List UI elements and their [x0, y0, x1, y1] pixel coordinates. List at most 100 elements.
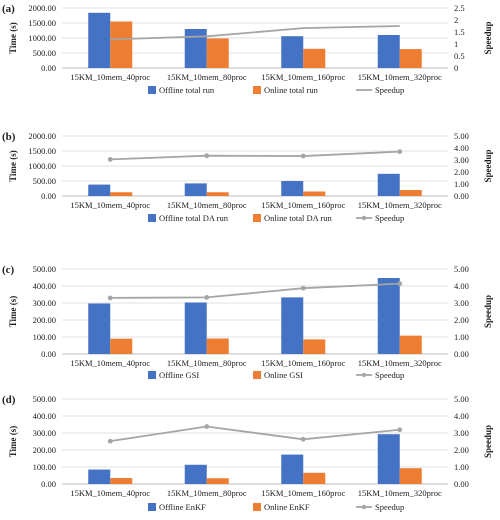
bar-offline-3: [281, 181, 304, 196]
legend-label: Speedup: [375, 85, 404, 95]
bar-online-3: [303, 472, 326, 484]
y-axis-label: Time (s): [8, 150, 18, 182]
legend-label: Online total run: [264, 85, 319, 95]
y2-axis-label: Speedup: [483, 295, 493, 328]
x-tick-label: 15KM_10mem_40proc: [70, 200, 150, 210]
y-tick-label: 2000.00: [28, 131, 56, 141]
legend-label: Offline EnKF: [159, 502, 206, 512]
x-tick-label: 15KM_10mem_40proc: [70, 488, 150, 498]
bar-offline-1: [88, 12, 111, 69]
speedup-point-2: [204, 424, 210, 429]
bar-online-3: [303, 48, 326, 68]
legend-label: Online total DA run: [264, 213, 333, 223]
x-tick-label: 15KM_10mem_40proc: [70, 72, 150, 82]
x-tick-label: 15KM_10mem_320proc: [358, 72, 442, 82]
legend-label: Offline total DA run: [159, 213, 229, 223]
y-tick-label: 0.00: [41, 191, 56, 201]
y2-axis-label: Speedup: [483, 149, 493, 182]
bar-online-1: [110, 478, 133, 484]
legend-label: Online GSI: [264, 370, 303, 380]
y2-tick-label: 2.00: [454, 445, 469, 455]
bar-offline-1: [88, 184, 111, 196]
bar-online-4: [399, 49, 422, 68]
bar-online-2: [206, 478, 229, 484]
y2-tick-label: 4.00: [454, 143, 469, 153]
y-tick-label: 400.00: [33, 281, 56, 291]
y-tick-label: 100.00: [33, 462, 56, 472]
panel-label: (c): [2, 264, 15, 276]
y2-tick-label: 5.00: [454, 264, 469, 274]
y-tick-label: 1000.00: [28, 33, 56, 43]
bar-online-2: [206, 192, 229, 196]
speedup-line: [110, 150, 400, 161]
y2-tick-label: 1.00: [454, 179, 469, 189]
x-tick-label: 15KM_10mem_160proc: [261, 488, 345, 498]
y2-tick-label: 0.00: [454, 191, 469, 201]
y-tick-label: 400.00: [33, 411, 56, 421]
x-tick-label: 15KM_10mem_320proc: [358, 358, 442, 368]
speedup-point-1: [107, 295, 113, 301]
legend-swatch: [148, 86, 156, 94]
y-axis-label: Time (s): [8, 296, 18, 328]
legend-swatch: [253, 214, 261, 222]
bar-offline-3: [281, 297, 304, 354]
y-tick-label: 0.00: [41, 349, 56, 359]
y-tick-label: 500.00: [33, 264, 56, 274]
legend-label: Online EnKF: [264, 502, 310, 512]
legend-swatch: [253, 86, 261, 94]
speedup-line: [110, 25, 400, 41]
bar-online-4: [399, 190, 422, 196]
legend-swatch: [253, 371, 261, 379]
x-tick-label: 15KM_10mem_160proc: [261, 358, 345, 368]
panel-label: (d): [2, 394, 16, 406]
y2-tick-label: 1: [454, 39, 458, 49]
speedup-point-1: [107, 438, 113, 444]
bar-offline-4: [377, 35, 400, 68]
legend-label: Speedup: [375, 502, 404, 512]
y2-tick-label: 3.00: [454, 155, 469, 165]
chart-panel-2: (b) 0.00 500.00 1000.00 1500.00 2000.00 0.00 1.…: [2, 131, 493, 223]
y-tick-label: 300.00: [33, 428, 56, 438]
legend-swatch: [148, 214, 156, 222]
y2-tick-label: 0: [454, 63, 458, 73]
y2-tick-label: 3.00: [454, 298, 469, 308]
bar-online-3: [303, 191, 326, 196]
y2-axis-label: Speedup: [483, 425, 493, 458]
y2-tick-label: 5.00: [454, 131, 469, 141]
bar-offline-2: [184, 464, 207, 484]
speedup-point-3: [300, 285, 306, 291]
y-tick-label: 300.00: [33, 298, 56, 308]
bar-offline-2: [184, 183, 207, 196]
bar-online-2: [206, 38, 229, 68]
speedup-line: [110, 282, 400, 299]
y-tick-label: 200.00: [33, 315, 56, 325]
bar-offline-4: [377, 278, 400, 354]
x-tick-label: 15KM_10mem_80proc: [167, 200, 247, 210]
y-tick-label: 500.00: [33, 176, 56, 186]
legend-marker: [361, 372, 367, 378]
speedup-point-4: [397, 149, 403, 155]
y2-tick-label: 2.5: [454, 3, 465, 13]
x-tick-label: 15KM_10mem_80proc: [167, 358, 247, 368]
legend-label: Offline total run: [159, 85, 215, 95]
y-tick-label: 0.00: [41, 479, 56, 489]
bar-offline-2: [184, 29, 207, 68]
y2-tick-label: 1.5: [454, 27, 465, 37]
y2-tick-label: 5.00: [454, 394, 469, 404]
speedup-point-3: [300, 436, 306, 442]
chart-panel-4: (d) 0.00 100.00 200.00 300.00 400.00 500.00 0.0…: [2, 394, 493, 512]
y2-axis-label: Speedup: [483, 21, 493, 54]
bar-offline-2: [184, 302, 207, 354]
bar-offline-1: [88, 303, 111, 354]
y-tick-label: 500.00: [33, 394, 56, 404]
y2-tick-label: 2.00: [454, 167, 469, 177]
bar-offline-1: [88, 469, 111, 484]
chart-panel-1: (a) 0.00 500.00 1000.00 1500.00 2000.00 0 0.5 1 1…: [2, 3, 493, 95]
y-axis-label: Time (s): [8, 22, 18, 54]
y-tick-label: 1500.00: [28, 146, 56, 156]
panel-label: (a): [2, 3, 15, 15]
y-tick-label: 500.00: [33, 48, 56, 58]
legend-label: Speedup: [375, 370, 404, 380]
x-tick-label: 15KM_10mem_320proc: [358, 200, 442, 210]
